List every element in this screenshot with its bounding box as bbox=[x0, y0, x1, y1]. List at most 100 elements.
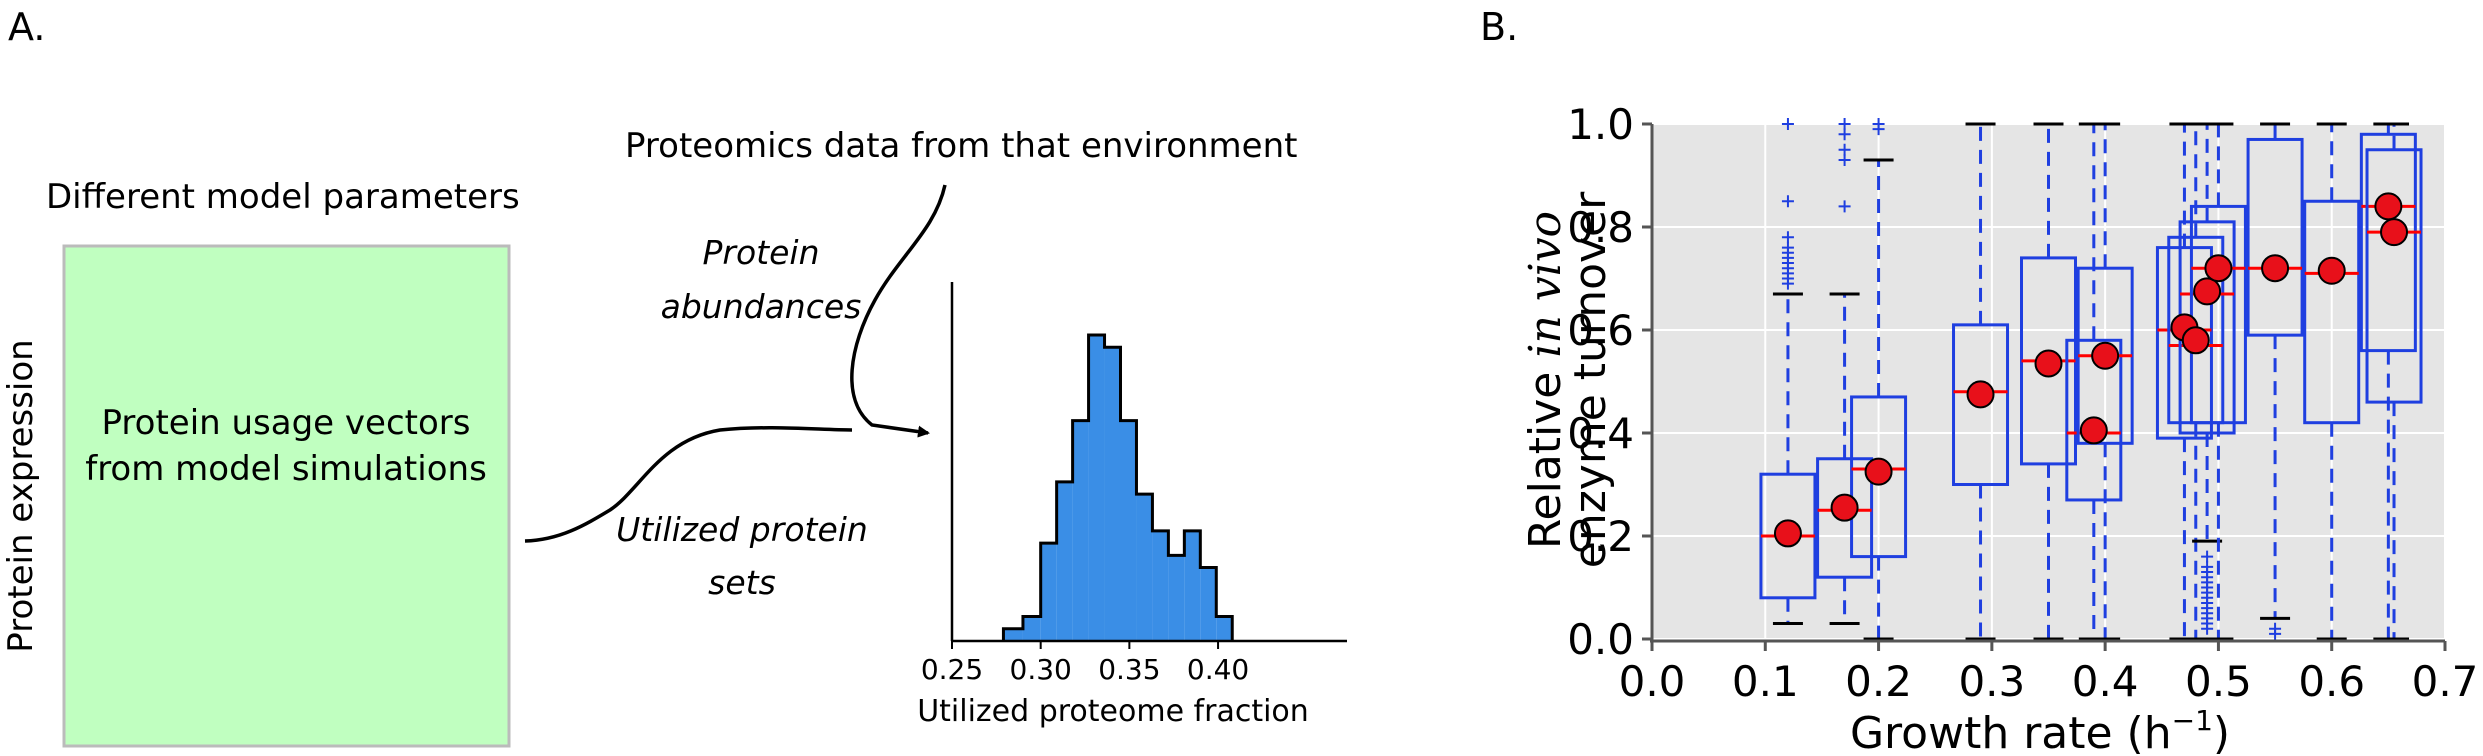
model-box-line2: from model simulations bbox=[85, 449, 487, 489]
histogram-bar-10 bbox=[1168, 555, 1185, 641]
box-0-flier-8 bbox=[1781, 231, 1794, 244]
box-plot-y-label-line1: Relative in vivo bbox=[1520, 211, 1571, 549]
box-11-mean-marker bbox=[2261, 254, 2290, 283]
box-0-flier-7 bbox=[1781, 241, 1794, 254]
box-14-mean-marker bbox=[2380, 218, 2409, 247]
x-tick-label-6: 0.6 bbox=[2298, 657, 2365, 706]
histogram-bar-12 bbox=[1200, 567, 1217, 641]
utilized-sets-arrow bbox=[524, 426, 853, 543]
x-tick-label-7: 0.7 bbox=[2412, 657, 2479, 706]
histogram-tick-label-1: 0.30 bbox=[1010, 653, 1072, 686]
box-11 bbox=[2246, 122, 2304, 640]
box-6-mean-marker bbox=[2091, 341, 2120, 370]
box-1-iqr bbox=[1816, 457, 1874, 579]
box-plot-x-ticks: 0.0 0.1 0.2 0.3 0.4 0.5 0.6 0.7 bbox=[1619, 641, 2479, 706]
box-plot-y-label-line2: enzyme turnover bbox=[1565, 191, 1616, 568]
box-11-flier-1 bbox=[2269, 622, 2282, 635]
y-tick-label-0: 0.0 bbox=[1567, 615, 1634, 664]
histogram-bar-9 bbox=[1152, 530, 1169, 641]
box-8-mean-marker bbox=[2181, 326, 2210, 355]
y-tick-label-2: 0.4 bbox=[1567, 409, 1634, 458]
box-10-iqr bbox=[2189, 204, 2247, 425]
x-tick-label-4: 0.4 bbox=[2072, 657, 2139, 706]
box-0-flier-10 bbox=[1781, 118, 1794, 130]
y-tick-label-3: 0.6 bbox=[1567, 306, 1634, 355]
box-4-mean-marker bbox=[2034, 349, 2063, 378]
abundances-line2: abundances bbox=[661, 287, 862, 326]
box-9-flier-12 bbox=[2201, 560, 2214, 573]
histogram-bar-1 bbox=[1022, 616, 1041, 641]
histogram-bar-7 bbox=[1120, 420, 1137, 641]
box-13-iqr bbox=[2359, 132, 2417, 353]
box-10-mean-marker bbox=[2204, 254, 2233, 283]
box-2-flier-1 bbox=[1872, 118, 1885, 130]
proteomics-data-label: Proteomics data from that environment bbox=[625, 126, 1297, 166]
x-tick-label-2: 0.2 bbox=[1845, 657, 1912, 706]
histogram-bar-11 bbox=[1184, 530, 1201, 641]
box-1-flier-4 bbox=[1838, 118, 1851, 130]
utilized-line2: sets bbox=[708, 563, 776, 602]
histogram-bars bbox=[1001, 333, 1234, 641]
box-14 bbox=[2365, 122, 2423, 641]
box-12-iqr bbox=[2303, 199, 2361, 425]
box-1-flier-1 bbox=[1838, 154, 1851, 167]
histogram-bar-4 bbox=[1072, 420, 1089, 641]
box-plot-y-ticks: 0.0 0.2 0.4 0.6 0.8 1.0 bbox=[1567, 100, 1652, 664]
model-box-line1: Protein usage vectors bbox=[102, 403, 471, 443]
box-1 bbox=[1816, 118, 1874, 626]
box-1-flier-0 bbox=[1838, 200, 1851, 213]
histogram-bar-13 bbox=[1216, 616, 1233, 641]
protein-abundances-arrow bbox=[850, 184, 947, 438]
box-2 bbox=[1850, 118, 1908, 641]
histogram-bar-2 bbox=[1040, 543, 1057, 641]
panel-b-label: B. bbox=[1480, 5, 1518, 49]
y-tick-label-1: 0.2 bbox=[1567, 512, 1634, 561]
box-3-iqr bbox=[1952, 323, 2010, 486]
panel-a: A. Different model parameters Protein us… bbox=[1, 5, 1347, 748]
box-1-mean-marker bbox=[1830, 493, 1859, 522]
box-3-mean-marker bbox=[1966, 380, 1995, 409]
box-13-mean-marker bbox=[2374, 192, 2403, 221]
box-9-mean-marker bbox=[2193, 277, 2222, 306]
box-1-flier-2 bbox=[1838, 143, 1851, 156]
box-5-iqr bbox=[2065, 338, 2123, 502]
abundances-line1: Protein bbox=[703, 233, 820, 272]
box-plot-x-label: Growth rate (h−1) bbox=[1850, 704, 2230, 756]
box-11-iqr bbox=[2246, 137, 2304, 337]
box-0-flier-9 bbox=[1781, 195, 1794, 208]
histogram-tick-label-3: 0.40 bbox=[1187, 653, 1249, 686]
box-plot-series bbox=[1759, 118, 2423, 641]
box-12-mean-marker bbox=[2317, 256, 2346, 285]
box-2-mean-marker bbox=[1864, 457, 1893, 486]
y-tick-label-5: 1.0 bbox=[1567, 100, 1634, 149]
box-1-flier-3 bbox=[1838, 128, 1851, 141]
histogram-bar-8 bbox=[1136, 494, 1153, 641]
histogram: 0.25 0.30 0.35 0.40 Utilized proteome fract… bbox=[917, 282, 1347, 729]
histogram-x-ticks: 0.25 0.30 0.35 0.40 bbox=[921, 641, 1249, 686]
panel-b: B. 0.0 0.1 0.2 0.3 0.4 0.5 0.6 0.7 0.0 0.2 0.4 0.6… bbox=[1480, 5, 2478, 756]
x-tick-label-1: 0.1 bbox=[1732, 657, 1799, 706]
box-5-mean-marker bbox=[2079, 416, 2108, 445]
box-2-iqr bbox=[1850, 395, 1908, 559]
panel-a-label: A. bbox=[8, 5, 45, 49]
y-tick-label-4: 0.8 bbox=[1567, 203, 1634, 252]
model-parameters-title: Different model parameters bbox=[46, 177, 520, 217]
histogram-x-label: Utilized proteome fraction bbox=[917, 694, 1309, 729]
box-0-mean-marker bbox=[1773, 519, 1802, 548]
protein-expression-label: Protein expression bbox=[1, 339, 41, 652]
histogram-bar-6 bbox=[1104, 347, 1121, 641]
histogram-outline bbox=[1001, 333, 1234, 641]
histogram-tick-label-0: 0.25 bbox=[921, 653, 983, 686]
box-10 bbox=[2189, 122, 2247, 641]
x-tick-label-0: 0.0 bbox=[1619, 657, 1686, 706]
box-7-iqr bbox=[2155, 246, 2213, 440]
box-plot-y-label: Relative in vivo enzyme turnover bbox=[1520, 191, 1616, 568]
box-14-iqr bbox=[2365, 148, 2423, 404]
x-tick-label-5: 0.5 bbox=[2185, 657, 2252, 706]
histogram-bar-3 bbox=[1056, 481, 1073, 641]
histogram-tick-label-2: 0.35 bbox=[1098, 653, 1160, 686]
histogram-bar-0 bbox=[1003, 628, 1023, 641]
histogram-bar-5 bbox=[1088, 335, 1105, 641]
model-simulation-box bbox=[62, 244, 511, 748]
